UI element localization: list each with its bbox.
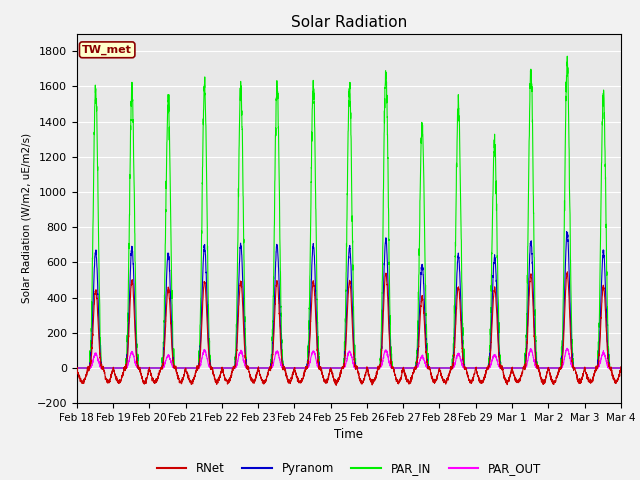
Text: TW_met: TW_met xyxy=(82,45,132,55)
Legend: RNet, Pyranom, PAR_IN, PAR_OUT: RNet, Pyranom, PAR_IN, PAR_OUT xyxy=(152,457,545,480)
Y-axis label: Solar Radiation (W/m2, uE/m2/s): Solar Radiation (W/m2, uE/m2/s) xyxy=(21,133,31,303)
Title: Solar Radiation: Solar Radiation xyxy=(291,15,407,30)
X-axis label: Time: Time xyxy=(334,429,364,442)
